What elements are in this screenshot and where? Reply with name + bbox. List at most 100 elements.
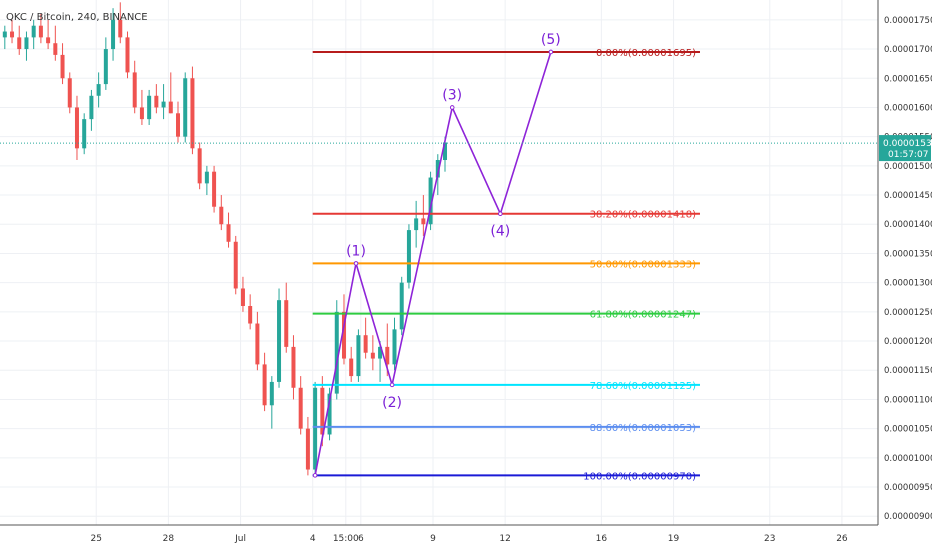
x-tick-label: 12	[499, 534, 510, 544]
candle-body	[240, 288, 245, 307]
candle-body	[212, 171, 217, 207]
candle-body	[197, 148, 202, 184]
fib-label: 100.00%(0.00000970)	[583, 471, 696, 482]
candle-body	[233, 241, 238, 289]
x-tick-label: 9	[430, 534, 436, 544]
fib-label: 61.80%(0.00001247)	[590, 310, 696, 321]
candle-body	[74, 107, 79, 149]
wave-point[interactable]	[389, 382, 395, 388]
x-tick-label: 25	[90, 534, 101, 544]
fib-label: 38.20%(0.00001418)	[590, 210, 696, 221]
candle-body	[60, 54, 65, 79]
candle-body	[248, 306, 253, 324]
candle-body	[161, 101, 166, 108]
candle-body	[24, 37, 29, 50]
candle-body	[226, 224, 231, 242]
candle-body	[341, 311, 346, 359]
candle-body	[277, 300, 282, 382]
candle-body	[204, 171, 209, 184]
candle-body	[313, 387, 318, 470]
candle-body	[349, 358, 354, 377]
wave-point[interactable]	[449, 105, 455, 110]
y-tick-label: 0.00001500	[884, 162, 932, 172]
candle-body	[269, 381, 274, 406]
candle-body	[2, 31, 7, 38]
y-tick-label: 0.00001150	[884, 366, 932, 376]
candle-body	[89, 95, 94, 120]
candle-body	[421, 218, 426, 225]
y-tick-label: 0.00001450	[884, 191, 932, 201]
candles	[2, 2, 448, 476]
candle-body	[305, 428, 310, 470]
candle-body	[103, 49, 108, 85]
y-tick-label: 0.00001200	[884, 337, 932, 347]
current-price-label: 0.00001539	[883, 139, 932, 149]
candle-body	[154, 95, 159, 108]
y-tick-label: 0.00001000	[884, 454, 932, 464]
candle-body	[17, 37, 22, 50]
candle-body	[320, 387, 325, 435]
wave-path[interactable]	[314, 51, 552, 476]
fib-label: 88.60%(0.00001053)	[590, 423, 696, 434]
candle-body	[82, 119, 87, 149]
elliott-waves[interactable]: (1) (2) (3) (4) (5)	[312, 32, 561, 478]
candle-body	[219, 206, 224, 225]
x-tick-label: 19	[668, 534, 680, 544]
x-tick-label: 28	[163, 534, 175, 544]
candle-body	[414, 218, 419, 231]
y-tick-label: 0.00001400	[884, 220, 932, 230]
y-tick-label: 0.00001300	[884, 279, 932, 289]
wave-label: (2)	[382, 395, 402, 411]
candle-body	[385, 346, 390, 365]
x-tick-label: Jul	[234, 534, 246, 544]
fib-label: 50.00%(0.00001333)	[590, 259, 696, 270]
y-tick-label: 0.00001350	[884, 249, 932, 259]
candle-body	[132, 72, 137, 108]
candle-body	[392, 329, 397, 365]
candle-body	[378, 346, 383, 359]
candle-body	[139, 107, 144, 120]
candle-body	[147, 95, 152, 120]
candle-body	[291, 346, 296, 388]
candle-body	[443, 142, 448, 161]
candle-body	[176, 113, 181, 137]
candle-body	[356, 335, 361, 377]
x-tick-label: 26	[836, 534, 848, 544]
chart-title: QKC / Bitcoin, 240, BINANCE	[6, 12, 148, 23]
x-tick-label: 23	[764, 534, 775, 544]
candle-body	[190, 78, 195, 149]
candle-body	[363, 335, 368, 353]
y-tick-label: 0.00001600	[884, 103, 932, 113]
x-tick-label: 16	[596, 534, 608, 544]
y-tick-label: 0.00001050	[884, 425, 932, 435]
fib-levels[interactable]: 0.00%(0.00001695) 38.20%(0.00001418) 50.00…	[312, 48, 700, 482]
candle-body	[46, 37, 51, 44]
candle-body	[118, 19, 123, 38]
y-tick-label: 0.00001100	[884, 395, 932, 405]
candle-body	[10, 31, 15, 38]
candle-body	[125, 37, 130, 73]
candle-body	[334, 311, 339, 394]
wave-label: (3)	[442, 87, 462, 103]
candle-body	[262, 364, 267, 406]
candle-body	[284, 300, 289, 347]
candle-body	[255, 323, 260, 365]
candle-body	[67, 78, 72, 108]
candle-body	[183, 78, 188, 137]
candle-body	[399, 282, 404, 330]
wave-point[interactable]	[548, 49, 554, 55]
candle-body	[96, 84, 101, 96]
fib-label: 78.60%(0.00001125)	[590, 381, 696, 392]
candle-body	[428, 177, 433, 225]
wave-point[interactable]	[312, 473, 318, 478]
candle-body	[370, 352, 375, 359]
wave-point[interactable]	[498, 211, 503, 217]
y-tick-label: 0.00001750	[884, 16, 932, 26]
y-tick-label: 0.00000950	[884, 483, 932, 493]
candle-body	[298, 387, 303, 429]
wave-point[interactable]	[353, 261, 359, 266]
y-tick-label: 0.00001700	[884, 45, 932, 55]
